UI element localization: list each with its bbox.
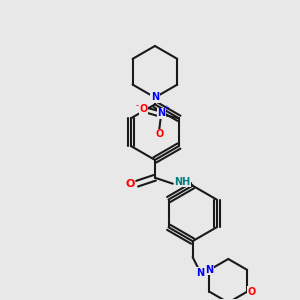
Text: +: + [163, 105, 169, 111]
Text: N: N [196, 268, 205, 278]
Text: NH: NH [175, 177, 191, 187]
Text: O: O [125, 179, 135, 189]
Text: -: - [136, 101, 139, 110]
Text: N: N [205, 265, 214, 275]
Text: O: O [248, 287, 256, 297]
Text: N: N [157, 108, 165, 118]
Text: O: O [155, 129, 163, 139]
Text: N: N [151, 92, 159, 103]
Text: O: O [139, 104, 147, 114]
